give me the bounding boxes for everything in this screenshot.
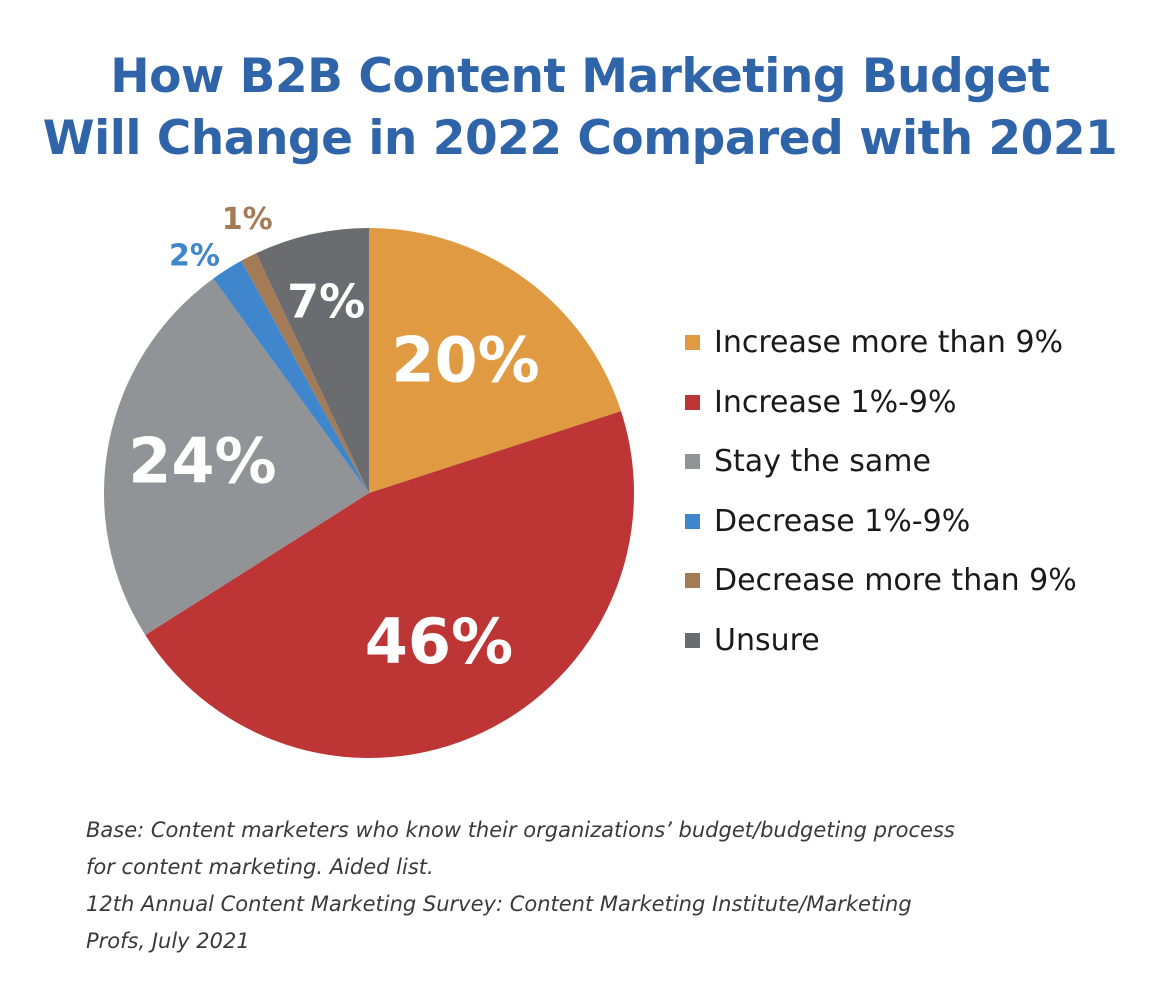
- pie-label-decrease-more-than-9pct: 1%: [222, 202, 273, 237]
- legend-label: Decrease 1%-9%: [714, 503, 971, 539]
- legend-label: Increase 1%-9%: [714, 384, 957, 420]
- legend-swatch: [685, 632, 700, 648]
- legend-label: Unsure: [714, 622, 820, 658]
- pie-slice-increase-more-than-9pct: [369, 228, 622, 493]
- pie-slice-decrease-more-than-9pct: [241, 253, 369, 493]
- legend-swatch: [685, 513, 700, 529]
- pie-label-decrease-1pct-9pct: 2%: [169, 239, 220, 274]
- legend-item-decrease-more-than-9pct: Decrease more than 9%: [685, 551, 1077, 611]
- chart-legend: Increase more than 9% Increase 1%-9% Stay …: [685, 313, 1077, 670]
- legend-item-unsure: Unsure: [685, 611, 1077, 671]
- legend-swatch: [685, 573, 700, 589]
- chart-title-line-1: How B2B Content Marketing Budget: [110, 49, 1050, 104]
- legend-swatch: [685, 454, 700, 470]
- pie-slice-increase-1pct-9pct: [145, 411, 634, 758]
- pie-slice-unsure: [256, 228, 369, 493]
- footnote-line-3: 12th Annual Content Marketing Survey: Co…: [86, 892, 912, 916]
- legend-swatch: [685, 335, 700, 351]
- footnote-line-4: Profs, July 2021: [86, 929, 250, 953]
- footnote: Base: Content marketers who know their o…: [86, 812, 986, 960]
- chart-title: How B2B Content Marketing Budget Will Ch…: [0, 46, 1160, 170]
- pie-label-stay-the-same: 24%: [128, 425, 276, 498]
- legend-item-increase-more-than-9pct: Increase more than 9%: [685, 313, 1077, 373]
- pie-slice-stay-the-same: [104, 278, 370, 635]
- pie-slice-decrease-1pct-9pct: [213, 260, 369, 493]
- pie-label-increase-more-than-9pct: 20%: [391, 324, 539, 397]
- legend-item-decrease-1pct-9pct: Decrease 1%-9%: [685, 492, 1077, 552]
- legend-label: Decrease more than 9%: [714, 563, 1077, 599]
- footnote-line-2: for content marketing. Aided list.: [86, 855, 434, 879]
- legend-label: Increase more than 9%: [714, 325, 1064, 361]
- footnote-line-1: Base: Content marketers who know their o…: [86, 818, 955, 842]
- pie-label-increase-1pct-9pct: 46%: [365, 605, 513, 678]
- legend-swatch: [685, 394, 700, 410]
- legend-label: Stay the same: [714, 444, 931, 480]
- legend-item-increase-1pct-9pct: Increase 1%-9%: [685, 373, 1077, 433]
- pie-label-unsure: 7%: [287, 275, 365, 329]
- chart-title-line-2: Will Change in 2022 Compared with 2021: [42, 111, 1118, 166]
- legend-item-stay-the-same: Stay the same: [685, 432, 1077, 492]
